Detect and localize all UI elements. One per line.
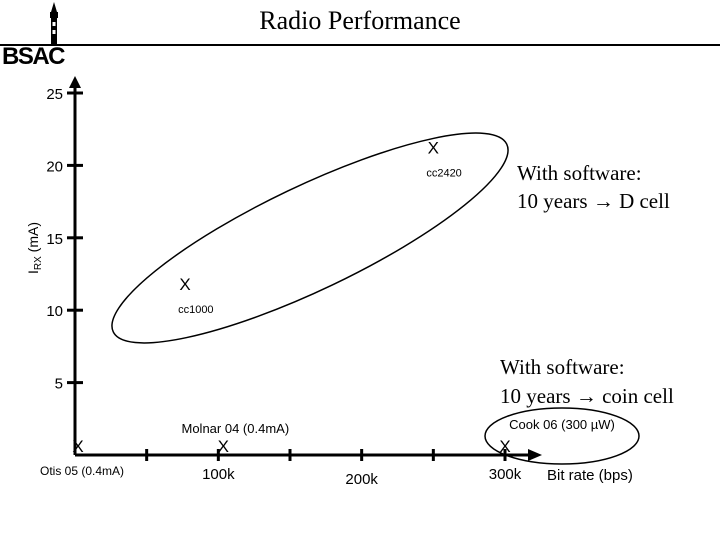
y-axis-title-subscript: RX: [33, 256, 44, 270]
data-point-marker: X: [72, 437, 83, 456]
y-axis-title-main: I: [25, 270, 41, 274]
title-divider: [0, 44, 720, 46]
y-tick-label: 25: [46, 86, 63, 103]
y-axis-title: IRX (mA): [25, 222, 44, 274]
data-point-marker: X: [499, 437, 510, 456]
data-point-label: Otis 05 (0.4mA): [40, 464, 124, 478]
y-axis-title-unit: (mA): [25, 222, 41, 256]
x-tick-label: 300k: [489, 466, 522, 483]
bsac-logo: BSAC: [2, 2, 67, 70]
x-axis-arrowhead: [528, 449, 542, 461]
y-tick-label: 20: [46, 158, 63, 175]
annotation-upper-line1: With software:: [517, 161, 642, 185]
annotation-lower-line1: With software:: [500, 355, 625, 379]
logo-text: BSAC: [2, 43, 65, 70]
data-point-label: Molnar 04 (0.4mA): [182, 421, 290, 436]
right-arrow-icon: →: [593, 189, 614, 213]
campanile-tower-icon: [50, 2, 58, 44]
x-tick-label: 100k: [202, 466, 235, 483]
y-axis-arrowhead: [69, 76, 81, 88]
coin-cell-ellipse: [484, 407, 640, 465]
radio-chips-ellipse: [111, 132, 509, 344]
y-tick-label: 15: [46, 231, 63, 248]
x-tick-label: 200k: [345, 471, 378, 488]
slide-title: Radio Performance: [259, 6, 461, 35]
data-point-label: cc1000: [178, 304, 213, 316]
y-tick-label: 5: [55, 376, 63, 393]
data-point-marker: X: [218, 437, 229, 456]
data-point-marker: X: [179, 275, 190, 294]
annotation-upper-line2: 10 years → D cell: [517, 189, 670, 213]
y-tick-label: 10: [46, 303, 63, 320]
right-arrow-icon: →: [576, 384, 597, 408]
x-axis-title: Bit rate (bps): [547, 467, 633, 484]
data-point-marker: X: [428, 139, 439, 158]
data-point-label: Cook 06 (300 µW): [509, 417, 615, 432]
annotation-lower-line2: 10 years → coin cell: [500, 384, 674, 408]
data-point-label: cc2420: [426, 168, 461, 180]
